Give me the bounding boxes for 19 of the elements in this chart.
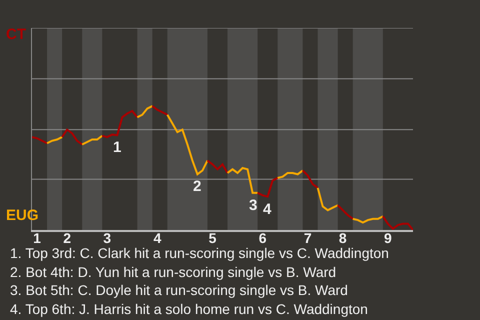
- text: 1. Top 3rd: C. Clark hit a run-scoring single vs C. Waddington: [10, 245, 389, 261]
- annotation: 1: [113, 139, 122, 156]
- text: EUG: [6, 207, 39, 224]
- text: CT: [6, 26, 26, 43]
- x-tick-label: 1: [33, 230, 42, 246]
- x-tick-label: 8: [338, 230, 347, 246]
- x-tick-label: 4: [153, 230, 162, 246]
- x-tick-label: 2: [63, 230, 72, 246]
- text: 2. Bot 4th: D. Yun hit a run-scoring single vs B. Ward: [10, 264, 336, 280]
- x-tick-label: 6: [258, 230, 267, 246]
- x-tick-label: 9: [384, 230, 392, 246]
- x-tick-label: 7: [304, 230, 312, 246]
- annotation: 2: [193, 178, 202, 195]
- text: 4. Top 6th: J. Harris hit a solo home run vs C. Waddington: [10, 301, 368, 317]
- annotation: 4: [263, 201, 272, 218]
- text: 3. Bot 5th: C. Doyle hit a run-scoring single vs B. Ward: [10, 282, 348, 298]
- annotation: 3: [249, 197, 258, 214]
- x-tick-label: 5: [208, 230, 217, 246]
- x-tick-label: 3: [103, 230, 112, 246]
